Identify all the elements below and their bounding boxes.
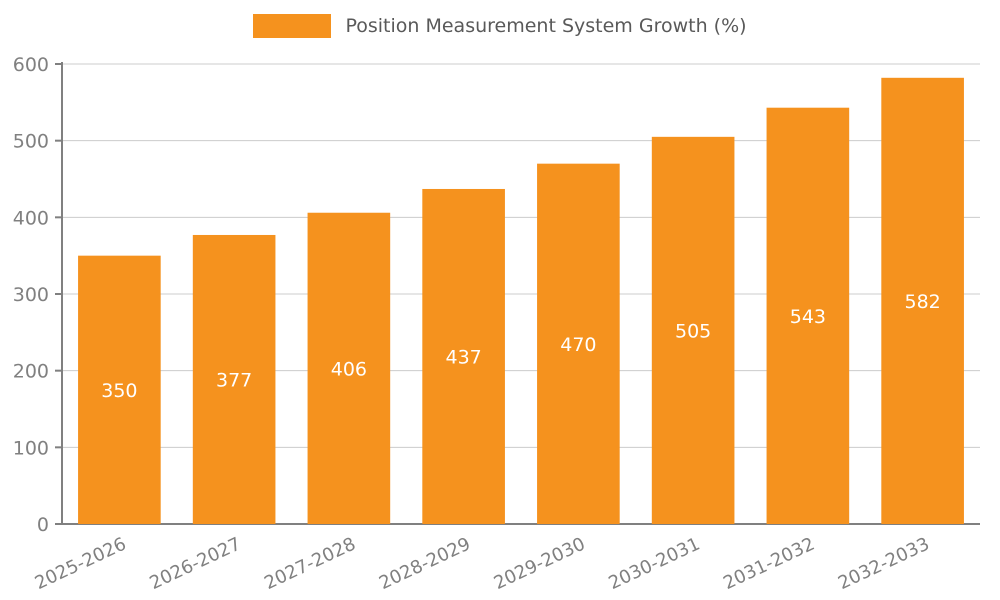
bar-value-label: 543 <box>790 306 826 328</box>
bar-value-label: 505 <box>675 320 711 342</box>
bar-value-label: 350 <box>101 380 137 402</box>
bar-value-label: 406 <box>331 358 367 380</box>
y-tick-label: 300 <box>13 284 49 306</box>
chart-legend: Position Measurement System Growth (%) <box>0 14 1000 38</box>
y-tick-label: 500 <box>13 131 49 153</box>
x-tick-label: 2025-2026 <box>32 533 130 594</box>
legend-swatch <box>253 14 332 38</box>
bar <box>766 107 850 524</box>
bar-value-label: 437 <box>445 346 481 368</box>
x-tick-label: 2029-2030 <box>491 533 589 594</box>
bar-value-label: 377 <box>216 369 252 391</box>
bar <box>881 77 964 525</box>
bar-value-label: 582 <box>904 291 940 313</box>
y-tick-label: 600 <box>13 54 49 76</box>
x-tick-label: 2026-2027 <box>146 533 244 594</box>
bar-value-label: 470 <box>560 334 596 356</box>
bar <box>192 234 276 524</box>
y-tick-label: 200 <box>13 361 49 383</box>
y-tick-label: 0 <box>37 514 49 536</box>
bar <box>307 212 391 524</box>
bar <box>651 136 735 525</box>
x-tick-label: 2031-2032 <box>720 533 818 594</box>
bar <box>537 163 620 524</box>
x-tick-label: 2027-2028 <box>261 533 359 594</box>
y-tick-label: 400 <box>13 207 49 229</box>
x-tick-label: 2032-2033 <box>835 533 933 594</box>
bar <box>78 255 161 524</box>
x-tick-label: 2028-2029 <box>376 533 474 594</box>
bar <box>422 188 505 524</box>
x-tick-label: 2030-2031 <box>605 533 703 594</box>
y-tick-label: 100 <box>13 437 49 459</box>
legend-label: Position Measurement System Growth (%) <box>345 15 747 37</box>
